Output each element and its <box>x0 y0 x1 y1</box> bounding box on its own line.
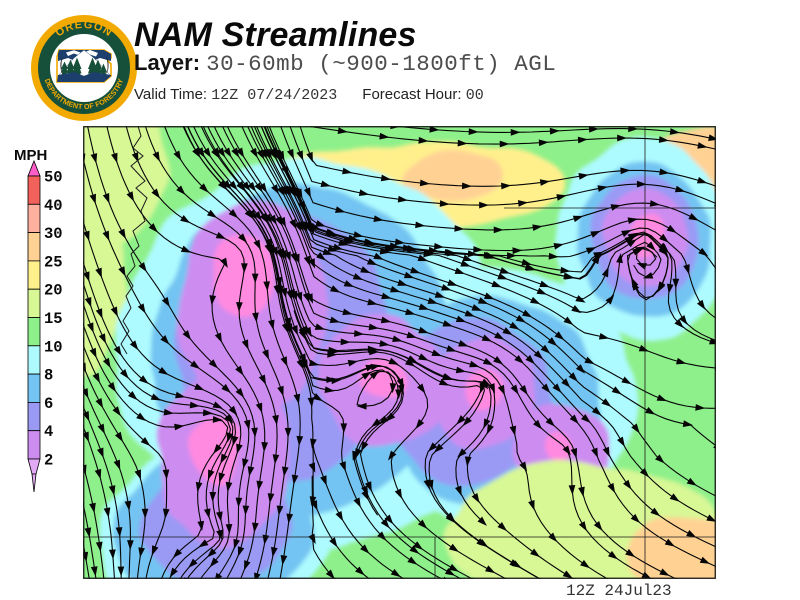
svg-text:4: 4 <box>44 423 53 441</box>
svg-text:15: 15 <box>44 310 63 328</box>
svg-text:50: 50 <box>44 169 63 187</box>
svg-text:8: 8 <box>44 367 53 385</box>
svg-text:30: 30 <box>44 225 63 243</box>
svg-text:40: 40 <box>44 197 63 215</box>
svg-text:10: 10 <box>44 338 63 356</box>
svg-text:20: 20 <box>44 282 63 300</box>
svg-text:6: 6 <box>44 395 53 413</box>
svg-text:25: 25 <box>44 253 63 271</box>
svg-text:2: 2 <box>44 452 53 470</box>
